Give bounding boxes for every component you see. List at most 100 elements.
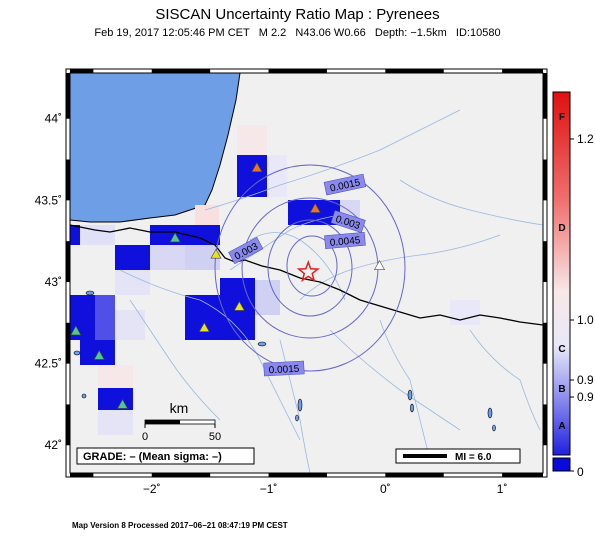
scale-unit: km: [170, 400, 189, 416]
frame-segment: [66, 73, 70, 119]
latitude-label: 42˚: [45, 438, 62, 452]
station-triangle: [309, 202, 321, 213]
processing-footer: Map Version 8 Processed 2017−06−21 08:47…: [72, 521, 288, 530]
scale-min: 0: [142, 431, 148, 443]
colorbar-value: 0.9: [577, 373, 594, 387]
station-triangle: [169, 232, 181, 243]
frame-segment: [543, 73, 547, 119]
frame-segment: [151, 69, 211, 73]
event-location: N43.06 W0.66: [295, 27, 366, 39]
colorbar-value: 0: [577, 465, 584, 479]
frame-segment: [151, 473, 211, 477]
mi-text: MI = 6.0: [455, 452, 492, 463]
latitude-labels: 44˚ 43.5˚ 43˚ 42.5˚ 42˚: [35, 112, 62, 453]
longitude-label: −1˚: [260, 482, 278, 496]
scale-max: 50: [209, 431, 221, 443]
frame-segment: [268, 473, 327, 477]
stations: [70, 162, 386, 409]
grid-cell: [95, 295, 115, 340]
frame-segment: [66, 322, 70, 364]
frame-segment: [502, 473, 543, 477]
longitude-label: 1˚: [497, 482, 508, 496]
colorbar-gradient: [552, 91, 571, 456]
frame-segment: [543, 159, 547, 201]
longitude-label: −2˚: [143, 482, 161, 496]
station-triangle: [93, 349, 105, 360]
event-datetime: Feb 19, 2017 12:05:46 PM CET: [94, 27, 250, 39]
contour-ring: [286, 235, 338, 297]
grid-cell: [80, 225, 115, 245]
grid-cell: [220, 278, 255, 295]
grid-cell: [98, 388, 133, 410]
map-title: SISCAN Uncertainty Ratio Map : Pyrenees: [155, 6, 440, 23]
grid-cell: [70, 225, 80, 245]
station-triangle: [70, 325, 82, 336]
latitude-label: 42.5˚: [35, 357, 62, 371]
grid-cell: [150, 245, 185, 270]
event-magnitude: M 2.2: [258, 27, 287, 39]
grade-text: GRADE: – (Mean sigma: –): [83, 451, 222, 463]
frame-segment: [66, 159, 70, 201]
colorbar-letter: C: [558, 344, 565, 355]
grid-cell: [267, 155, 287, 197]
grid-cell: [115, 310, 145, 340]
scale-bar: km 0 50: [142, 400, 221, 443]
grid-cell: [220, 295, 255, 340]
contour-label: 0.0015: [268, 364, 300, 377]
contour-labels: 0.0015 0.003 0.0045 0.003 0.0015: [228, 173, 367, 377]
station-triangle: [210, 248, 222, 259]
frame-segment: [543, 241, 547, 282]
longitude-label: 0˚: [380, 482, 391, 496]
latitude-label: 43˚: [45, 275, 62, 289]
grid-cell: [237, 155, 267, 197]
colorbar-letter: A: [558, 421, 565, 432]
station-triangle: [117, 398, 129, 409]
map-frame: [65, 68, 548, 478]
grid-cell: [115, 270, 150, 295]
colorbar-value: 0.9: [577, 390, 594, 404]
colorbar-letter: D: [558, 223, 565, 234]
grid-cell: [195, 205, 219, 227]
grid-cell: [98, 365, 133, 388]
map-subtitle: Feb 19, 2017 12:05:46 PM CET M 2.2 N43.0…: [0, 27, 595, 39]
frame-segment: [385, 69, 444, 73]
frame-segment: [543, 404, 547, 446]
grid-cell: [237, 125, 267, 155]
rivers: [119, 109, 543, 473]
colorbar-value: 1.2: [577, 132, 594, 146]
latitude-label: 44˚: [45, 112, 62, 126]
frame-segment: [66, 404, 70, 446]
event-depth: Depth: −1.5km: [374, 27, 447, 39]
mi-box: MI = 6.0: [395, 448, 521, 464]
station-triangle: [251, 162, 263, 172]
grid-cell: [98, 410, 133, 435]
contour-label: 0.0045: [329, 235, 361, 249]
colorbar-value: 1.0: [577, 313, 594, 327]
frame-segment: [385, 473, 444, 477]
frame-segment: [502, 69, 543, 73]
grid-cell: [80, 340, 115, 365]
contour-ring: [214, 164, 406, 372]
grid-cell: [450, 300, 480, 325]
frame-segment: [543, 322, 547, 364]
frame-segment: [268, 69, 327, 73]
longitude-labels: −2˚ −1˚ 0˚ 1˚: [143, 482, 508, 496]
contour-ring: [267, 219, 353, 317]
station-triangle: [373, 260, 386, 270]
colorbar-letter: F: [559, 112, 565, 123]
colorbar-letter: B: [558, 384, 565, 395]
frame-segment: [70, 69, 94, 73]
grid-cell: [115, 245, 150, 270]
star-icon: [296, 260, 320, 283]
national-border: [70, 224, 543, 326]
event-id: ID:10580: [455, 27, 501, 39]
station-triangle: [233, 300, 245, 311]
grid-cell: [185, 295, 220, 340]
ratio-grid: [70, 125, 480, 435]
frame-segment: [66, 241, 70, 282]
frame-segment: [70, 473, 94, 477]
map-area: 0.0015 0.003 0.0045 0.003 0.0015: [70, 73, 543, 473]
lakes: [73, 290, 496, 432]
colorbar: F D C B A 1.2 1.0 0.9 0.9 0: [552, 91, 594, 479]
